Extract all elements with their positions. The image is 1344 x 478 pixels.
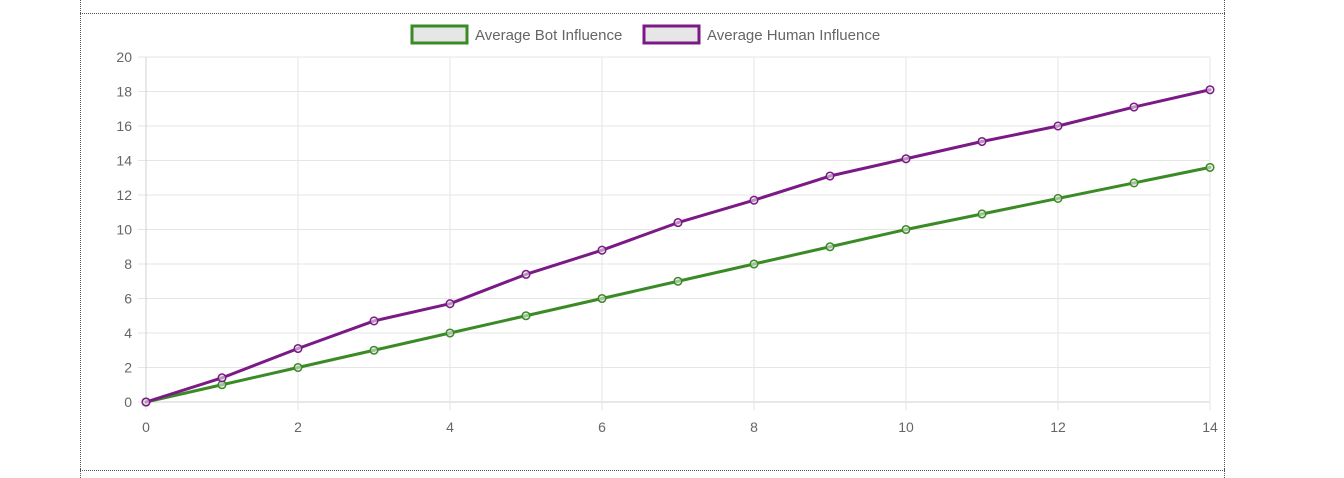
axes: 0 2 4 6 8 10 12 14 16 18 20 0 2 4 6 8 10 12 14 (116, 49, 1218, 435)
data-point[interactable] (445, 328, 455, 338)
series-line (144, 88, 1212, 404)
data-point[interactable] (1205, 85, 1215, 95)
data-point[interactable] (825, 171, 835, 181)
data-point[interactable] (217, 373, 227, 383)
y-tick-label: 18 (116, 84, 132, 100)
x-tick-label: 6 (598, 419, 606, 435)
data-point[interactable] (597, 293, 607, 304)
data-point[interactable] (749, 259, 759, 269)
y-tick-label: 16 (116, 118, 132, 134)
grid-lines (138, 56, 1211, 410)
x-tick-label: 4 (446, 419, 454, 435)
x-tick-label: 8 (750, 419, 758, 435)
frame-border-bottom-right (1224, 469, 1225, 478)
y-tick-label: 8 (124, 256, 132, 272)
y-tick-label: 4 (124, 325, 132, 341)
data-point[interactable] (293, 343, 303, 354)
legend-item-human-influence[interactable]: Average Human Influence (642, 24, 880, 45)
data-point[interactable] (901, 224, 911, 235)
y-tick-label: 10 (116, 222, 132, 238)
y-tick-label: 12 (116, 187, 132, 203)
series-bot-influence (141, 162, 1215, 407)
data-point[interactable] (977, 136, 987, 147)
frame-border-top-left (80, 0, 81, 13)
data-point[interactable] (673, 276, 683, 286)
y-tick-label: 14 (116, 153, 132, 169)
x-tick-label: 12 (1050, 419, 1066, 435)
x-tick-label: 14 (1202, 419, 1218, 435)
frame-border-bottom-left (80, 469, 81, 478)
legend-swatch (410, 24, 469, 45)
data-point[interactable] (901, 154, 911, 164)
data-point[interactable] (445, 299, 455, 309)
x-tick-label: 0 (142, 419, 150, 435)
data-point[interactable] (825, 242, 835, 252)
frame-border-top-right (1224, 0, 1225, 13)
y-tick-label: 20 (116, 49, 132, 65)
data-point[interactable] (521, 311, 531, 321)
data-point[interactable] (141, 397, 151, 407)
legend-swatch (642, 24, 701, 45)
data-point[interactable] (1205, 162, 1215, 172)
legend-item-bot-influence[interactable]: Average Bot Influence (410, 24, 622, 45)
data-point[interactable] (1129, 178, 1139, 188)
data-point[interactable] (293, 362, 303, 373)
series-lines (141, 85, 1215, 407)
data-point[interactable] (1053, 193, 1063, 203)
data-point[interactable] (1053, 121, 1063, 131)
legend-label: Average Human Influence (707, 27, 880, 44)
data-point[interactable] (977, 209, 987, 219)
data-point[interactable] (1129, 102, 1139, 112)
x-tick-label: 2 (294, 419, 302, 435)
chart-container (80, 13, 1225, 471)
series-human-influence (141, 85, 1215, 407)
data-point[interactable] (521, 269, 531, 279)
data-point[interactable] (673, 218, 683, 228)
data-point[interactable] (369, 345, 379, 355)
data-point[interactable] (369, 316, 379, 326)
y-tick-label: 2 (124, 360, 132, 376)
legend-label: Average Bot Influence (475, 27, 622, 44)
data-point[interactable] (597, 245, 607, 255)
legend[interactable]: Average Bot Influence Average Human Influ… (410, 24, 880, 45)
y-tick-label: 0 (124, 394, 132, 410)
data-point[interactable] (749, 195, 759, 205)
x-tick-label: 10 (898, 419, 914, 435)
y-tick-label: 6 (124, 291, 132, 307)
